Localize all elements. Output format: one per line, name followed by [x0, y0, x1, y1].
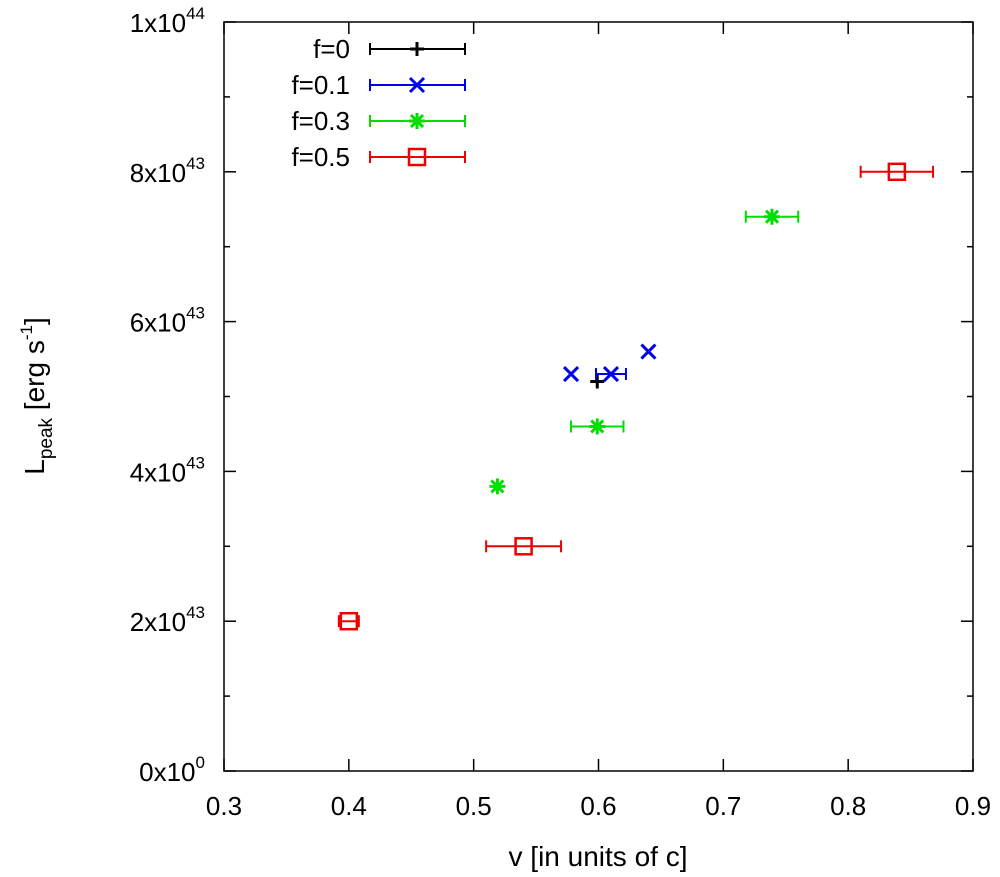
series-layer	[337, 162, 935, 631]
star-marker	[409, 113, 425, 129]
y-axis-title-close: ]	[19, 317, 50, 325]
y-tick-exponent: 0	[196, 753, 205, 772]
star-marker	[589, 418, 606, 435]
y-tick-label: 4x1043	[130, 453, 205, 487]
y-tick-mantissa: 4x10	[130, 457, 186, 487]
legend-label: f=0	[313, 34, 350, 64]
x-tick-label: 0.8	[830, 791, 866, 821]
major-ticks	[223, 21, 974, 772]
cross-marker	[640, 343, 657, 360]
y-tick-exponent: 43	[186, 453, 205, 472]
y-tick-mantissa: 6x10	[130, 308, 186, 338]
y-axis-title-text: [erg s	[19, 340, 50, 418]
square-marker	[407, 147, 427, 167]
y-tick-mantissa: 0x10	[139, 757, 195, 787]
data-point	[590, 374, 605, 389]
plus-marker	[590, 374, 605, 389]
y-axis-title: Lpeak [erg s-1]	[17, 317, 57, 475]
x-tick-label: 0.6	[580, 791, 616, 821]
x-axis-title: v [in units of c]	[509, 841, 688, 872]
series-f-0	[590, 374, 605, 389]
data-point	[640, 343, 657, 360]
y-axis-title-sup: -1	[17, 325, 36, 340]
plus-marker	[410, 42, 424, 56]
square-marker	[514, 537, 533, 556]
legend-label: f=0.3	[291, 106, 350, 136]
x-tick-label: 0.5	[456, 791, 492, 821]
data-point	[595, 365, 627, 383]
star-marker	[764, 208, 781, 225]
square-marker	[887, 162, 907, 182]
legend-entry: f=0.1	[291, 70, 466, 100]
y-tick-mantissa: 1x10	[130, 8, 186, 38]
x-tick-label: 0.9	[955, 791, 991, 821]
y-tick-exponent: 43	[186, 304, 205, 323]
data-point	[489, 478, 506, 495]
data-point	[337, 611, 360, 631]
legend-label: f=0.5	[291, 142, 350, 172]
legend: f=0 f=0.1 f=0.3 f=0.5	[291, 34, 466, 172]
legend-entry: f=0.3	[291, 106, 466, 136]
y-tick-label: 0x100	[139, 753, 205, 787]
cross-marker	[602, 365, 620, 383]
cross-marker	[562, 365, 580, 383]
data-point	[859, 162, 935, 182]
series-f-0-5	[337, 162, 935, 631]
star-marker	[489, 478, 506, 495]
data-point	[562, 365, 580, 383]
y-tick-exponent: 43	[186, 603, 205, 622]
y-tick-exponent: 43	[186, 154, 205, 173]
y-tick-mantissa: 2x10	[130, 607, 186, 637]
x-tick-labels: 0.3 0.4 0.5 0.6 0.7 0.8 0.9	[206, 791, 991, 821]
y-tick-mantissa: 8x10	[130, 158, 186, 188]
data-point	[744, 208, 800, 225]
square-marker	[339, 611, 359, 631]
x-tick-label: 0.7	[705, 791, 741, 821]
y-tick-label: 2x1043	[130, 603, 205, 637]
y-axis-title-base: L	[19, 459, 50, 475]
cross-marker	[408, 76, 426, 94]
legend-entry: f=0.5	[291, 142, 466, 172]
series-f-0-3	[489, 208, 800, 495]
data-point	[485, 537, 563, 556]
legend-label: f=0.1	[291, 70, 350, 100]
y-tick-exponent: 44	[186, 4, 205, 23]
series-f-0-1	[562, 343, 657, 383]
y-tick-label: 6x1043	[130, 304, 205, 338]
y-tick-label: 8x1043	[130, 154, 205, 188]
x-tick-label: 0.3	[206, 791, 242, 821]
data-point	[570, 418, 625, 435]
y-tick-label: 1x1044	[130, 4, 205, 38]
x-tick-label: 0.4	[331, 791, 367, 821]
minor-ticks	[224, 96, 973, 697]
y-axis-title-sub: peak	[36, 417, 57, 459]
legend-entry: f=0	[313, 34, 466, 64]
